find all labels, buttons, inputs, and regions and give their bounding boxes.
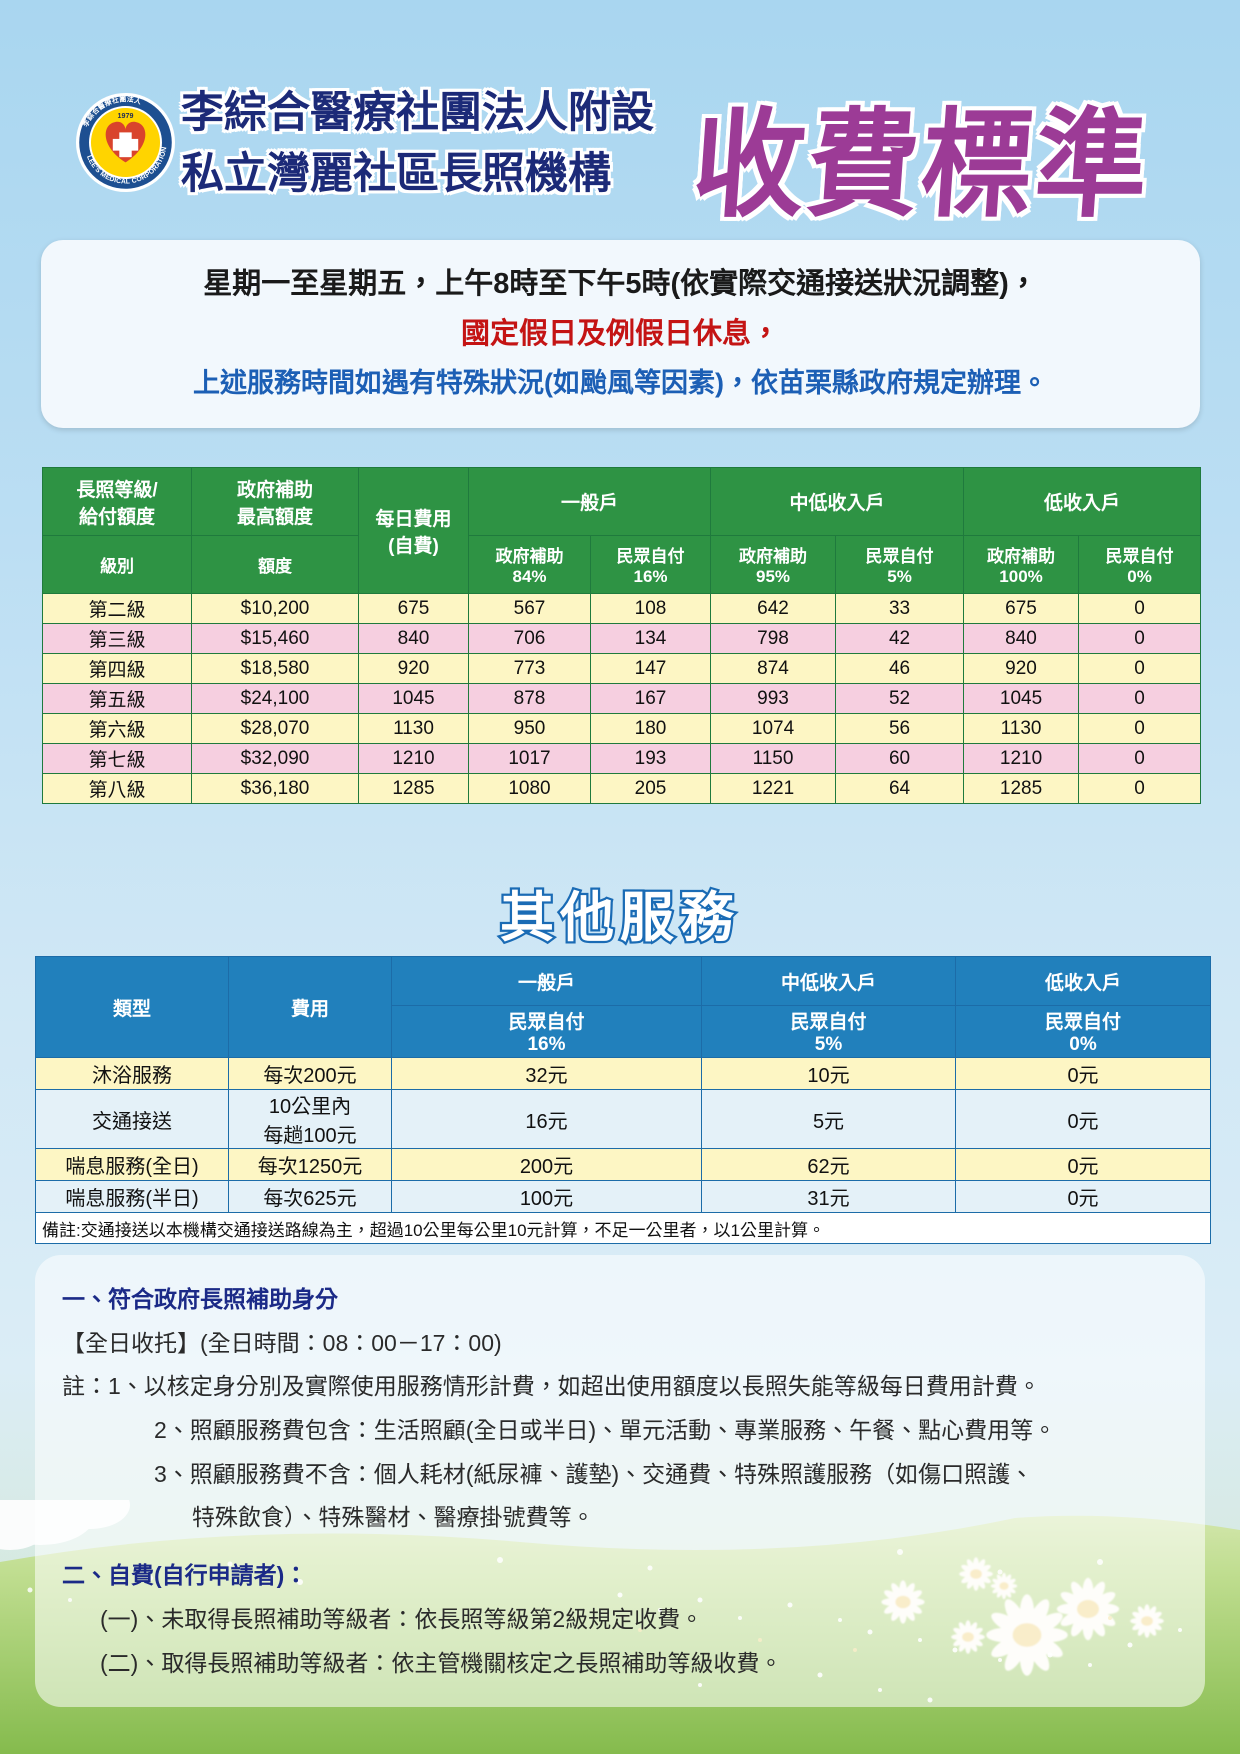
svg-text:1979: 1979 xyxy=(118,112,134,120)
